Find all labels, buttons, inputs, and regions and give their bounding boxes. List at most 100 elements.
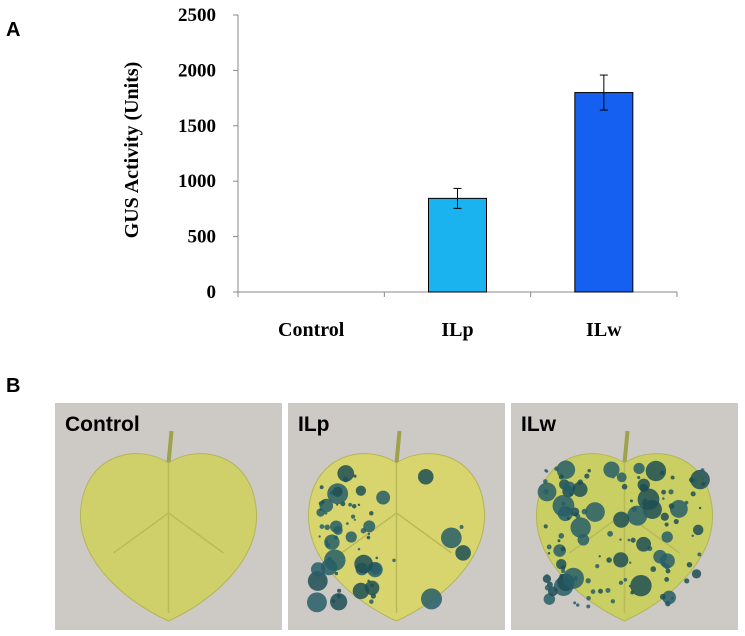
- stain-spot: [336, 503, 339, 506]
- stain-spot: [418, 469, 434, 485]
- stain-spot: [369, 599, 374, 604]
- photo-label: ILp: [298, 413, 330, 436]
- stain-spot: [558, 533, 565, 539]
- stain-spot: [543, 524, 548, 529]
- error-bar: [599, 74, 608, 111]
- stain-spot: [348, 502, 353, 507]
- stain-spot: [613, 552, 629, 568]
- stain-spot: [545, 574, 549, 578]
- stain-spot: [684, 500, 689, 505]
- stain-spot: [321, 500, 325, 504]
- panel-label: A: [6, 19, 20, 41]
- stain-spot: [345, 522, 349, 525]
- stain-spot: [590, 589, 596, 594]
- stain-spot: [455, 545, 471, 561]
- stain-spot: [700, 468, 705, 473]
- stain-spot: [673, 518, 679, 525]
- stain-spot: [375, 556, 379, 560]
- y-tick-label: 500: [188, 227, 217, 248]
- stain-spot: [561, 569, 566, 574]
- stain-spot: [669, 499, 688, 518]
- y-tick-label: 1000: [178, 171, 216, 192]
- photo-panel: Control ILp ILw: [55, 403, 738, 630]
- stain-spot: [575, 603, 580, 607]
- stain-spot: [319, 485, 324, 490]
- stain-spot: [633, 462, 645, 475]
- stain-spot: [421, 588, 442, 610]
- photo-label: ILw: [521, 413, 557, 436]
- stain-spot: [584, 473, 590, 479]
- stain-spot: [661, 531, 673, 543]
- stain-spot: [690, 491, 696, 497]
- stain-spot: [630, 590, 635, 595]
- stain-spot: [350, 514, 356, 519]
- stain-spot: [607, 530, 613, 537]
- stain-spot: [692, 524, 704, 536]
- stain-spot: [577, 533, 590, 546]
- stain-spot: [376, 490, 391, 505]
- stain-spot: [324, 511, 328, 515]
- stain-spot: [545, 469, 549, 473]
- stain-spot: [686, 561, 693, 568]
- stain-spot: [629, 561, 632, 564]
- stain-spot: [603, 461, 620, 478]
- stain-spot: [572, 481, 588, 497]
- y-axis-title: GUS Activity (Units): [121, 62, 143, 239]
- stain-spot: [369, 511, 374, 516]
- stain-spot: [441, 527, 462, 549]
- stain-spot: [613, 511, 630, 528]
- stain-spot: [659, 553, 675, 569]
- stain-spot: [367, 579, 371, 583]
- stain-spot: [355, 485, 367, 496]
- stain-spot: [662, 497, 665, 500]
- x-tick-label: Control: [278, 319, 345, 341]
- stain-spot: [334, 571, 339, 576]
- stain-spot: [627, 505, 648, 526]
- stain-spot: [623, 577, 628, 582]
- stain-spot: [563, 481, 576, 494]
- photo-label: Control: [65, 413, 140, 436]
- stain-spot: [690, 469, 710, 490]
- bar: [574, 92, 634, 293]
- stain-spot: [619, 538, 622, 541]
- stain-spot: [598, 588, 603, 594]
- stain-spot: [627, 538, 631, 542]
- stain-spot: [586, 604, 591, 609]
- stain-spot: [336, 594, 341, 599]
- stain-spot: [353, 474, 357, 478]
- y-tick-label: 2500: [178, 5, 216, 26]
- stain-spot: [605, 587, 611, 593]
- stain-spot: [459, 525, 464, 530]
- stain-spot: [566, 516, 570, 520]
- stain-spot: [691, 569, 702, 579]
- stain-spot: [698, 506, 702, 510]
- stain-spot: [598, 555, 601, 558]
- stain-spot: [547, 586, 558, 597]
- stain-spot: [595, 564, 600, 569]
- stain-spot: [333, 535, 338, 540]
- stain-spot: [547, 551, 551, 555]
- stain-spot: [697, 552, 702, 557]
- stain-spot: [637, 475, 641, 480]
- stain-spot: [618, 580, 624, 585]
- stain-spot: [630, 574, 652, 597]
- stain-spot: [629, 499, 633, 503]
- stain-spot: [352, 582, 370, 600]
- stain-spot: [560, 546, 566, 552]
- stain-spot: [337, 588, 342, 593]
- stain-spot: [354, 554, 374, 574]
- y-tick-label: 0: [207, 282, 217, 303]
- stain-spot: [636, 536, 652, 552]
- stain-spot: [659, 593, 666, 600]
- stain-spot: [363, 520, 376, 533]
- stain-spot: [392, 558, 396, 563]
- stain-spot: [353, 518, 357, 521]
- stain-spot: [628, 584, 632, 588]
- stain-spot: [543, 488, 549, 495]
- stain-spot: [662, 590, 676, 605]
- stain-spot: [337, 465, 355, 482]
- y-tick-label: 1500: [178, 116, 216, 137]
- leaf-stem: [166, 430, 174, 464]
- stain-spot: [332, 486, 343, 497]
